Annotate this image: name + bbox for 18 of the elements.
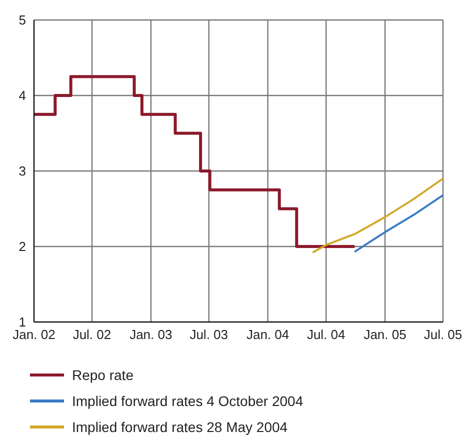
line-series — [354, 194, 443, 253]
x-tick-label: Jul. 03 — [190, 327, 228, 342]
x-tick-label: Jan. 03 — [130, 327, 172, 342]
legend-label: Implied forward rates 28 May 2004 — [72, 419, 288, 435]
x-tick-label: Jul. 04 — [306, 327, 346, 342]
x-tick-label: Jan. 04 — [246, 327, 290, 342]
x-tick-label: Jul. 02 — [72, 327, 112, 342]
legend-label: Repo rate — [72, 367, 134, 383]
y-tick-label: 1 — [18, 314, 26, 330]
legend-label: Implied forward rates 4 October 2004 — [72, 393, 304, 409]
y-tick-label: 4 — [18, 88, 26, 104]
y-tick-label: 5 — [18, 12, 26, 28]
y-tick-label: 2 — [18, 239, 26, 254]
x-tick-label: Jul. 05 — [424, 327, 462, 342]
x-tick-label: Jan. 05 — [364, 327, 406, 342]
x-tick-label: Jan. 02 — [12, 327, 56, 342]
line-series — [312, 178, 443, 254]
y-tick-label: 3 — [18, 164, 26, 179]
